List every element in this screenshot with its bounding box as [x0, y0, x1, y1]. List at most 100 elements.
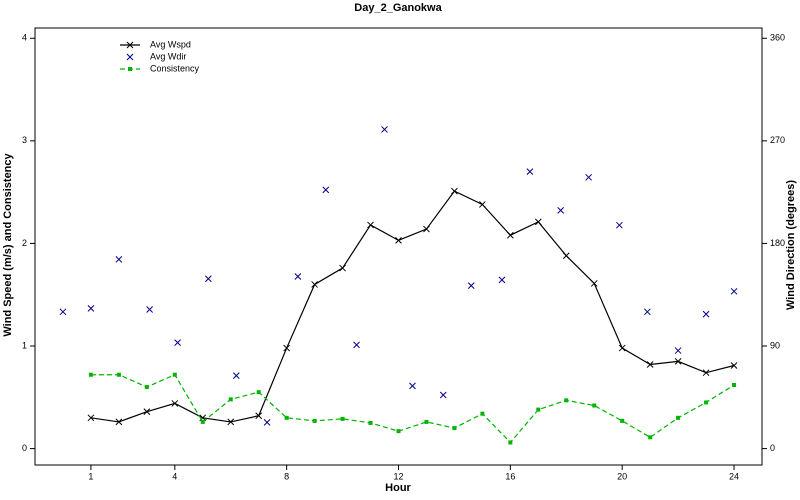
marker	[674, 347, 682, 354]
marker	[263, 419, 271, 426]
marker	[395, 236, 402, 244]
y-axis-label: Wind Speed (m/s) and Consistency	[2, 152, 14, 336]
marker	[312, 418, 317, 423]
marker	[620, 418, 625, 423]
marker	[172, 372, 177, 377]
marker	[424, 419, 429, 424]
x-tick-label: 1	[88, 471, 93, 481]
marker	[557, 207, 565, 214]
marker	[585, 173, 592, 181]
marker	[526, 168, 534, 175]
series-line	[90, 373, 735, 444]
marker	[732, 382, 737, 387]
marker	[618, 344, 626, 352]
marker	[205, 275, 212, 283]
marker	[616, 221, 623, 229]
marker	[479, 201, 486, 208]
marker	[174, 339, 181, 346]
marker	[536, 407, 541, 412]
marker	[439, 391, 447, 399]
chart-title: Day_2_Ganokwa	[354, 2, 442, 14]
marker	[294, 273, 302, 280]
marker	[87, 305, 95, 312]
y2-tick-label: 0	[770, 443, 775, 453]
marker	[467, 282, 475, 289]
marker	[87, 414, 95, 422]
x-tick-label: 4	[172, 471, 177, 481]
marker	[730, 362, 738, 369]
y-tick-label: 4	[22, 33, 27, 43]
x-axis-label: Hour	[385, 482, 411, 494]
marker	[200, 419, 205, 424]
legend-label: Avg Wspd	[150, 39, 191, 49]
y-tick-label: 2	[22, 238, 27, 248]
marker	[648, 435, 653, 440]
marker	[498, 276, 506, 284]
marker	[115, 418, 123, 426]
y-tick-label: 3	[22, 135, 27, 145]
y-tick-label: 0	[22, 443, 27, 453]
marker	[353, 341, 360, 349]
marker	[409, 382, 416, 390]
marker	[506, 231, 514, 239]
marker	[322, 186, 330, 194]
marker	[508, 440, 513, 445]
legend-label: Consistency	[150, 63, 200, 73]
marker	[311, 281, 318, 288]
y2-tick-label: 90	[770, 340, 780, 350]
marker	[59, 308, 67, 316]
marker	[116, 372, 121, 377]
marker	[564, 398, 569, 403]
marker	[676, 415, 681, 420]
marker	[115, 256, 123, 263]
marker	[256, 390, 261, 395]
marker	[704, 400, 709, 405]
marker	[143, 408, 151, 416]
marker	[368, 420, 373, 425]
x-tick-label: 24	[729, 471, 739, 481]
legend-label: Avg Wdir	[150, 51, 186, 61]
y-tick-label: 1	[22, 340, 27, 350]
marker	[480, 411, 485, 416]
marker	[562, 252, 570, 260]
y2-axis-label: Wind Direction (degrees)	[785, 180, 797, 310]
marker	[590, 280, 598, 287]
marker	[452, 426, 457, 431]
legend-marker	[126, 41, 134, 49]
marker	[423, 225, 430, 233]
x-tick-label: 8	[284, 471, 289, 481]
marker	[702, 369, 710, 377]
marker	[228, 397, 233, 402]
marker	[730, 287, 738, 295]
marker	[171, 400, 179, 407]
marker	[644, 308, 651, 316]
series-line	[90, 190, 735, 423]
marker	[367, 221, 374, 229]
marker	[646, 361, 654, 368]
marker	[674, 358, 682, 365]
y2-tick-label: 360	[770, 33, 785, 43]
marker	[534, 218, 542, 226]
marker	[396, 429, 401, 434]
marker	[255, 412, 263, 420]
y2-tick-label: 180	[770, 238, 785, 248]
marker	[592, 403, 597, 408]
marker	[340, 416, 345, 421]
marker	[146, 306, 153, 313]
marker	[284, 415, 289, 420]
x-tick-label: 16	[505, 471, 515, 481]
plot-frame	[34, 27, 763, 466]
marker	[144, 385, 149, 390]
x-tick-label: 20	[617, 471, 627, 481]
marker	[451, 187, 458, 195]
marker	[339, 264, 346, 272]
marker	[232, 372, 240, 379]
x-tick-label: 12	[393, 471, 403, 481]
marker	[88, 372, 93, 377]
legend-marker	[126, 53, 134, 61]
legend-marker	[128, 67, 132, 71]
marker	[283, 344, 291, 352]
y2-tick-label: 270	[770, 135, 785, 145]
